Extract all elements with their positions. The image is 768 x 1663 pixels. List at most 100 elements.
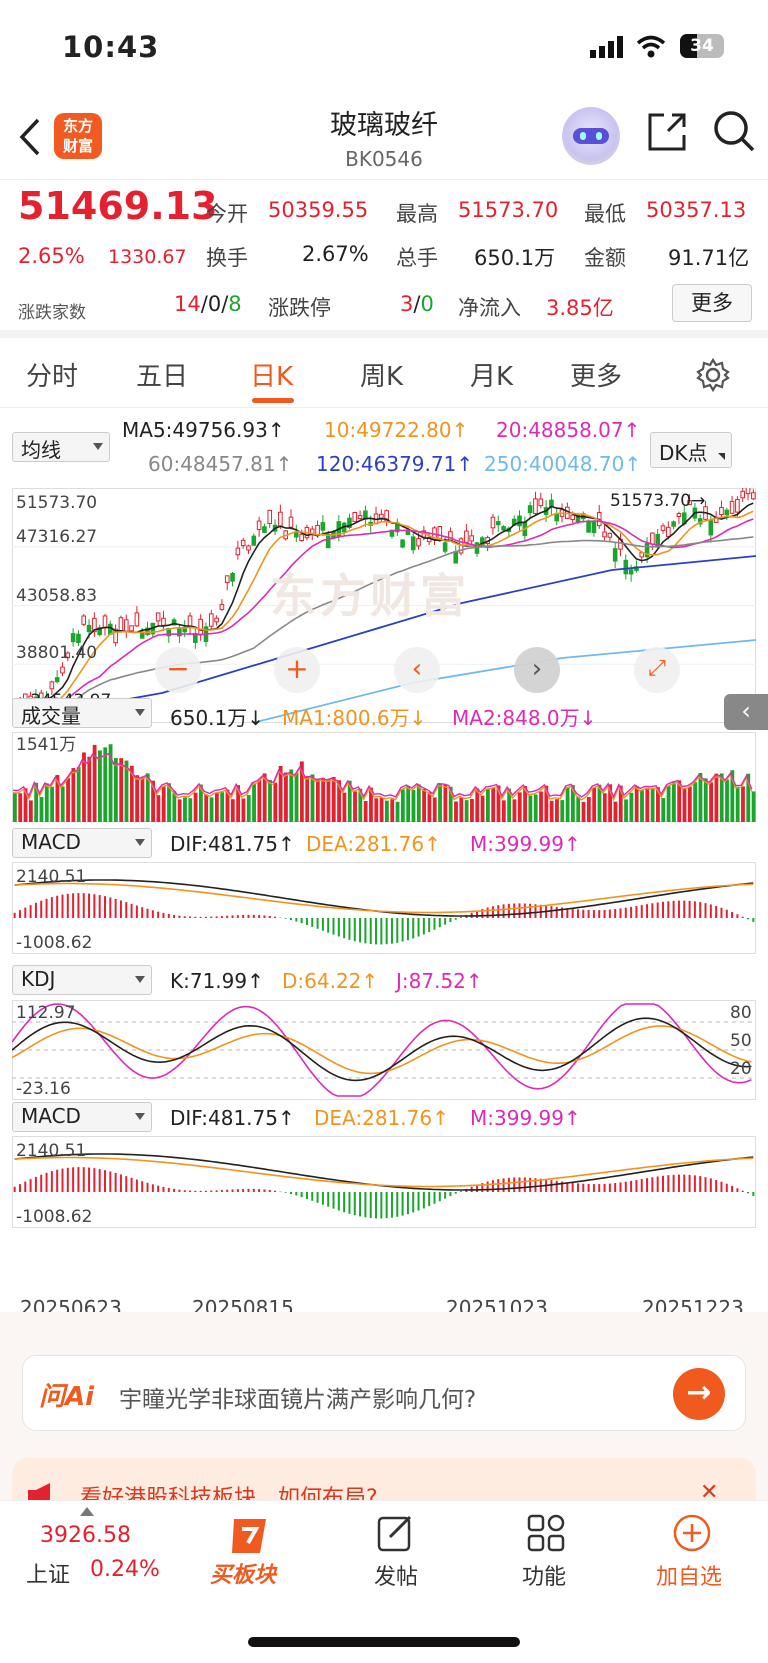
candle-body <box>400 539 405 548</box>
more-button[interactable]: 更多 <box>672 284 752 322</box>
volume-bar <box>581 801 586 822</box>
volume-bar <box>677 780 682 822</box>
volume-bar <box>438 784 442 822</box>
candle-body <box>240 539 246 547</box>
battery-icon: 34 <box>680 34 724 58</box>
ai-prompt: 宇瞳光学非球面镜片满产影响几何? <box>119 1387 477 1413</box>
back-icon[interactable] <box>18 117 42 157</box>
tab-weekly-k[interactable]: 周K <box>360 362 404 392</box>
settings-gear-icon[interactable] <box>696 358 730 392</box>
volume-bar <box>703 778 708 822</box>
volume-bar <box>98 750 102 822</box>
volume-bar <box>666 785 671 822</box>
kdj-panel[interactable]: 112.97 -23.16 80 50 20 <box>12 1000 756 1100</box>
add-watchlist-label[interactable]: 加自选 <box>656 1565 723 1590</box>
zoom-in-button[interactable]: + <box>274 647 320 693</box>
volume-bar <box>422 789 427 822</box>
volume-bar <box>459 797 464 822</box>
volume-bar <box>454 801 458 822</box>
volume-bar <box>629 792 634 822</box>
kdj-selector[interactable]: KDJ <box>12 965 152 995</box>
kdj-k: K:71.99↑ <box>170 969 264 993</box>
close-icon[interactable]: ✕ <box>700 1480 719 1505</box>
candle-body <box>118 617 124 632</box>
volume-bar <box>55 775 60 822</box>
dea-line <box>14 882 754 914</box>
panel-frame <box>12 1136 756 1228</box>
panel-frame <box>12 732 756 822</box>
post-edit-icon[interactable] <box>376 1513 416 1553</box>
limit-label: 涨跌停 <box>268 296 331 320</box>
candle-body <box>740 490 746 499</box>
high-label: 最高 <box>396 202 438 226</box>
function-label[interactable]: 功能 <box>522 1565 567 1590</box>
panel-frame <box>12 862 756 954</box>
dea-line <box>14 1156 754 1188</box>
macd2-panel[interactable]: 2140.51 -1008.62 <box>12 1136 756 1228</box>
candle-body <box>735 499 740 513</box>
change-amount: 1330.67 <box>108 246 187 268</box>
candle-body <box>81 615 87 625</box>
ai-submit-arrow-icon[interactable]: → <box>673 1368 725 1420</box>
candle-body <box>123 619 129 632</box>
macd-selector[interactable]: MACD <box>12 828 152 858</box>
volume-bar <box>28 800 33 822</box>
candle-body <box>235 547 241 556</box>
candle-body <box>495 521 501 526</box>
low-value: 50357.13 <box>646 198 747 222</box>
tab-intraday[interactable]: 分时 <box>26 362 79 392</box>
post-label[interactable]: 发帖 <box>374 1565 419 1590</box>
logo-line1: 东方 <box>62 117 93 135</box>
quote-panel: 51469.13 今开 50359.55 最高 51573.70 最低 5035… <box>0 180 768 338</box>
ma-selector[interactable]: 均线 <box>12 432 110 462</box>
tab-more[interactable]: 更多 <box>570 362 623 392</box>
volume-bar <box>671 782 676 822</box>
limit-up-count: 3 <box>400 292 414 316</box>
tab-daily-k[interactable]: 日K <box>250 362 294 392</box>
candle-body <box>416 538 421 547</box>
volume-bar <box>135 775 140 822</box>
candle-body <box>708 520 714 536</box>
tab-five-day[interactable]: 五日 <box>136 362 189 392</box>
tab-monthly-k[interactable]: 月K <box>470 362 514 392</box>
volume-bar <box>76 766 81 822</box>
scroll-right-button[interactable]: › <box>514 647 560 693</box>
volume-panel[interactable]: 1541万 <box>12 732 756 822</box>
candle-body <box>70 633 76 643</box>
macd-panel[interactable]: 2140.51 -1008.62 <box>12 862 756 954</box>
candle-body <box>469 535 474 542</box>
volume-bar <box>544 785 549 822</box>
volume-ma1: MA1:800.6万↓ <box>282 706 427 730</box>
candle-body <box>278 511 283 527</box>
volume-bar <box>257 780 262 822</box>
robot-avatar-icon[interactable] <box>562 107 620 165</box>
macd2-selector[interactable]: MACD <box>12 1102 152 1132</box>
collapse-panel-button[interactable]: ‹ <box>724 694 768 730</box>
zoom-out-button[interactable]: − <box>155 647 201 693</box>
candle-body <box>161 617 166 626</box>
index-name: 上证 <box>26 1563 71 1588</box>
scroll-left-button[interactable]: ‹ <box>394 647 440 693</box>
volume-selector[interactable]: 成交量 <box>12 698 152 728</box>
candle-body <box>410 536 416 551</box>
volume-bar <box>379 797 384 822</box>
volume-bar <box>193 792 198 822</box>
dk-selector[interactable]: DK点 <box>650 432 732 468</box>
high-marker-label: 51573.70→ <box>610 491 705 511</box>
add-watchlist-icon[interactable] <box>672 1513 712 1553</box>
buy-sector-icon[interactable] <box>226 1513 274 1557</box>
grid-function-icon[interactable] <box>526 1513 566 1553</box>
ma20-value: 20:48858.07↑ <box>496 418 641 442</box>
buy-sector-label[interactable]: 买板块 <box>210 1563 277 1588</box>
volume-bar <box>23 788 28 822</box>
candle-body <box>538 498 544 507</box>
ai-question-bar[interactable]: 问Ai 宇瞳光学非球面镜片满产影响几何? → <box>22 1355 746 1431</box>
volume-bar <box>735 786 740 822</box>
fullscreen-button[interactable]: ⤢ <box>634 647 680 693</box>
search-icon[interactable] <box>712 109 756 153</box>
bottom-bar: 3926.58 上证 0.24% 买板块 发帖 功能 加自选 <box>0 1500 768 1663</box>
volume-bar <box>528 795 533 822</box>
volume-bar <box>156 795 161 822</box>
share-icon[interactable] <box>646 111 688 153</box>
volume-bar <box>602 793 607 822</box>
